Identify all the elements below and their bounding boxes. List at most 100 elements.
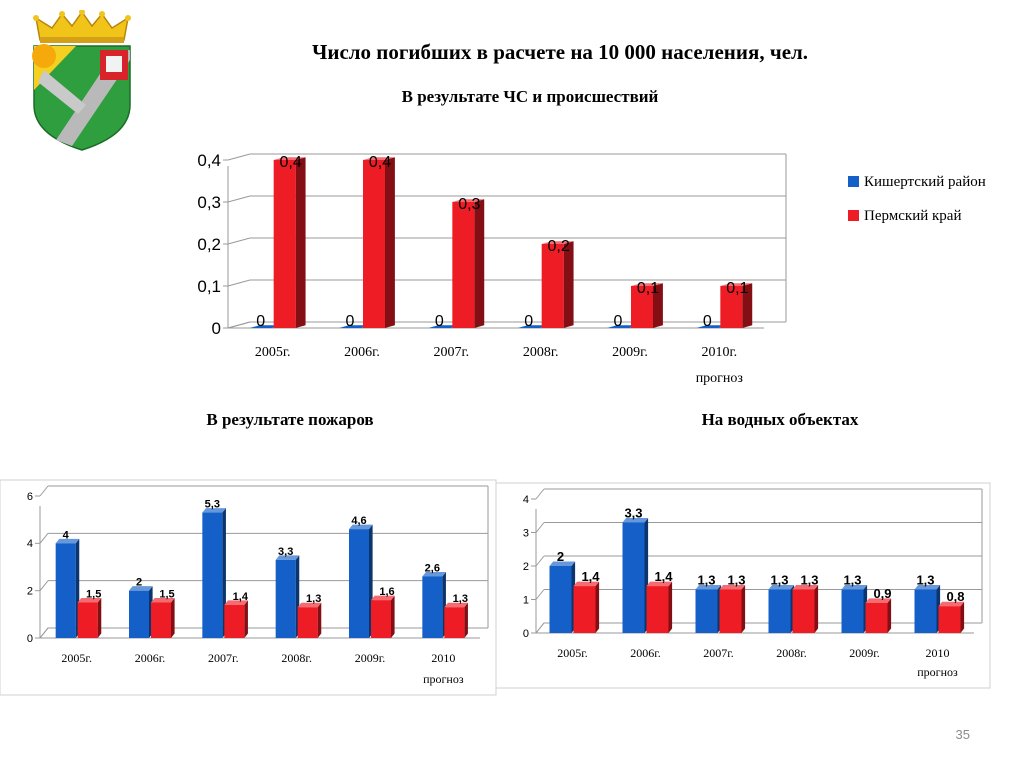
chart-3-subtitle: На водных объектах <box>701 410 859 429</box>
bar-top <box>696 325 729 328</box>
bar-side <box>595 581 600 633</box>
bar-top <box>55 538 80 544</box>
data-label: 1,4 <box>654 569 673 584</box>
bar-side <box>464 602 468 638</box>
bar-side <box>887 598 892 633</box>
bar-top <box>349 524 373 530</box>
bar-side <box>653 283 663 328</box>
data-label: 5,3 <box>205 499 220 511</box>
bar-front <box>297 607 318 638</box>
bar-kishert <box>339 325 371 328</box>
data-label: 2,6 <box>425 562 440 574</box>
data-label: 1,5 <box>86 589 101 601</box>
axis-frame <box>227 166 764 329</box>
bar-front <box>349 529 369 638</box>
bar-kishert <box>768 584 795 633</box>
bar-front <box>914 589 937 633</box>
x-tick-label: 2009г. <box>849 646 880 660</box>
x-tick-label: 2007г. <box>703 646 734 660</box>
bar-top <box>428 325 461 328</box>
bar-perm <box>224 600 248 638</box>
data-label: 2 <box>557 549 564 564</box>
y-tick-label: 0 <box>212 319 221 338</box>
data-label: 1,6 <box>379 586 394 598</box>
bar-perm <box>541 241 574 328</box>
bar-front <box>720 286 743 328</box>
bar-perm <box>720 283 753 328</box>
bar-top <box>297 602 322 608</box>
bar-side <box>244 600 248 638</box>
bar-front <box>865 602 888 633</box>
bar-top <box>914 584 941 590</box>
y-tick-label: 0,3 <box>197 193 221 212</box>
bar-front <box>452 202 475 328</box>
bar-top <box>865 598 892 603</box>
bar-top <box>202 508 226 513</box>
y-tick-label: 3 <box>523 527 529 539</box>
gridline-diag <box>227 321 251 329</box>
y-tick-label: 4 <box>523 494 529 506</box>
bar-kishert <box>696 325 729 328</box>
bar-top <box>151 598 175 603</box>
y-tick-label: 0,1 <box>197 277 221 296</box>
bar-top <box>224 600 248 605</box>
bar-top <box>249 325 282 328</box>
bar-front <box>622 522 645 633</box>
bar-side <box>385 157 395 328</box>
chart-1-subtitle: В результате ЧС и происшествий <box>401 87 659 106</box>
data-label: 0,4 <box>280 154 302 171</box>
data-label: 1,3 <box>453 593 468 605</box>
bar-perm <box>792 584 819 633</box>
bar-kishert <box>202 508 226 638</box>
chart-1: 0 0,1 0,2 0,3 0,4 0 0,4 2005г. 0 0,4 2006г. 0 0,3 200… <box>197 151 787 386</box>
y-tick-label: 0,4 <box>197 151 221 170</box>
x-tick-label-line2: прогноз <box>696 371 744 386</box>
bar-side <box>295 157 306 328</box>
bar-side <box>474 199 485 328</box>
bar-front <box>444 607 465 638</box>
data-label: 0 <box>346 313 355 330</box>
x-tick-label: 2007г. <box>433 345 469 360</box>
chart-legend: Кишертский район Пермский край <box>848 172 1018 240</box>
data-label: 2 <box>136 577 142 589</box>
axis-frame <box>535 509 974 634</box>
x-tick-label: 2007г. <box>208 651 239 665</box>
bar-front <box>573 586 596 633</box>
bar-front <box>129 590 149 638</box>
data-label: 4 <box>63 529 70 541</box>
bar-front <box>55 543 76 638</box>
bar-top <box>275 555 300 560</box>
bar-front <box>938 606 961 633</box>
data-label: 1,3 <box>770 572 788 587</box>
x-tick-label: 2006г. <box>135 651 166 665</box>
bar-front <box>549 566 572 633</box>
bar-perm <box>938 601 965 633</box>
bar-top <box>631 283 663 286</box>
bar-top <box>792 584 819 590</box>
bar-kishert <box>55 538 80 638</box>
chart-3: 0 1 2 3 4 2 1,4 2005г. 3,3 1,4 2006г. 1,3 1,3 2007г. 1… <box>495 482 991 689</box>
bar-kishert <box>428 325 461 328</box>
gridline-diag <box>227 279 251 287</box>
x-tick-label: 2010 <box>431 651 455 665</box>
bar-front <box>719 589 742 633</box>
bar-kishert <box>695 584 722 633</box>
bar-front <box>275 559 296 638</box>
gridline-diag <box>535 522 545 533</box>
bar-top <box>422 571 446 577</box>
gridline-diag <box>39 627 49 639</box>
bar-top <box>77 598 102 603</box>
data-label: 1,3 <box>306 593 321 605</box>
legend-item-kishert: Кишертский район <box>848 172 1018 192</box>
bar-top <box>719 584 746 590</box>
data-label: 0,1 <box>726 280 748 297</box>
data-label: 1,4 <box>233 591 249 603</box>
slide-number: 35 <box>955 727 970 742</box>
coat-of-arms-logo <box>32 10 131 151</box>
bar-top <box>622 517 649 523</box>
y-tick-label: 6 <box>27 491 33 503</box>
bar-perm <box>77 598 102 638</box>
crown-icon <box>33 10 131 43</box>
bar-perm <box>631 283 663 328</box>
data-label: 0 <box>614 313 623 330</box>
